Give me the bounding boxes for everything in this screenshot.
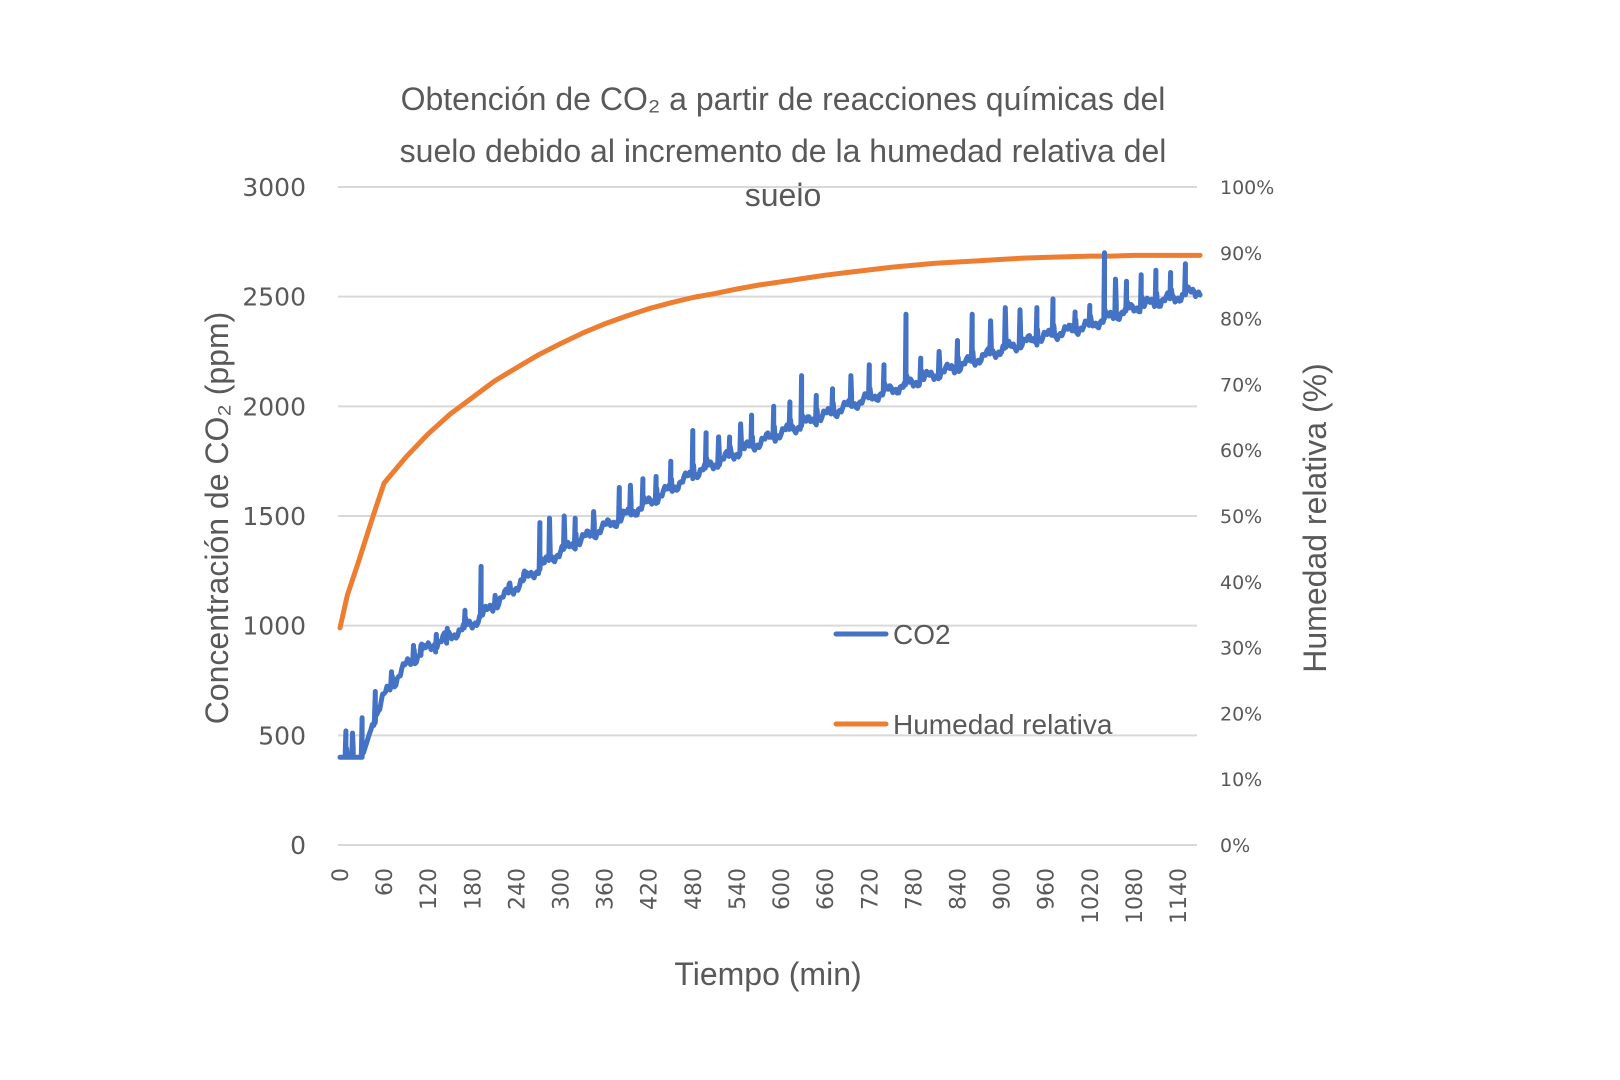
y2-tick-label: 70% — [1220, 374, 1262, 396]
x-tick-label: 600 — [770, 868, 795, 910]
y-axis-title: Concentración de CO₂ (ppm) — [199, 312, 235, 725]
chart-title: Obtención de CO₂ a partir de reacciones … — [400, 81, 1167, 213]
y2-tick-label: 100% — [1220, 177, 1274, 199]
x-axis-title: Tiempo (min) — [674, 956, 861, 992]
x-tick-label: 300 — [550, 868, 575, 910]
y2-tick-label: 50% — [1220, 506, 1262, 528]
series-group — [337, 250, 1203, 760]
legend-label-humedad: Humedad relativa — [893, 709, 1113, 740]
series-line-humedad-relativa — [337, 252, 1203, 631]
y2-tick-label: 0% — [1220, 835, 1250, 857]
y2-axis-title: Humedad relativa (%) — [1297, 363, 1333, 672]
x-tick-label: 780 — [902, 868, 927, 910]
y2-tick-label: 40% — [1220, 572, 1262, 594]
legend: CO2 Humedad relativa — [833, 619, 1113, 740]
x-tick-label: 660 — [814, 868, 839, 910]
chart-title-line-1: Obtención de CO₂ a partir de reacciones … — [401, 81, 1166, 117]
y-tick-label: 1000 — [242, 612, 306, 641]
legend-label-co2: CO2 — [893, 619, 951, 650]
chart-title-line-3: suelo — [745, 177, 822, 213]
x-tick-label: 540 — [726, 868, 751, 910]
x-tick-label: 0 — [329, 868, 354, 882]
y2-tick-label: 10% — [1220, 769, 1262, 791]
y-tick-label: 1500 — [242, 502, 306, 531]
y2-axis-ticks: 0% 10% 20% 30% 40% 50% 60% 70% 80% 90% 100% — [1220, 177, 1274, 857]
x-tick-label: 960 — [1035, 868, 1060, 910]
y-tick-label: 3000 — [242, 173, 306, 202]
chart-title-line-2: suelo debido al incremento de la humedad… — [400, 133, 1167, 169]
gridlines — [338, 186, 1197, 846]
x-tick-label: 360 — [594, 868, 619, 910]
x-tick-label: 1080 — [1123, 868, 1148, 924]
x-tick-label: 840 — [946, 868, 971, 910]
y-tick-label: 500 — [258, 721, 306, 750]
y-tick-label: 0 — [290, 831, 306, 860]
x-tick-label: 720 — [858, 868, 883, 910]
y2-tick-label: 80% — [1220, 309, 1262, 331]
x-axis-ticks: 0 60 120 180 240 300 360 420 480 540 600 660 720 780 8… — [329, 868, 1192, 924]
y2-tick-label: 60% — [1220, 440, 1262, 462]
x-tick-label: 900 — [991, 868, 1016, 910]
y-tick-label: 2500 — [242, 283, 306, 312]
y2-tick-label: 90% — [1220, 243, 1262, 265]
x-tick-label: 180 — [461, 868, 486, 910]
x-tick-label: 1020 — [1079, 868, 1104, 924]
y2-tick-label: 30% — [1220, 638, 1262, 660]
x-tick-label: 120 — [417, 868, 442, 910]
y-tick-label: 2000 — [242, 392, 306, 421]
y-axis-ticks: 0 500 1000 1500 2000 2500 3000 — [242, 173, 306, 860]
x-tick-label: 60 — [373, 868, 398, 896]
y2-tick-label: 20% — [1220, 703, 1262, 725]
x-tick-label: 1140 — [1167, 868, 1192, 924]
x-tick-label: 480 — [682, 868, 707, 910]
x-tick-label: 240 — [505, 868, 530, 910]
x-tick-label: 420 — [638, 868, 663, 910]
series-line-co2 — [337, 250, 1203, 760]
